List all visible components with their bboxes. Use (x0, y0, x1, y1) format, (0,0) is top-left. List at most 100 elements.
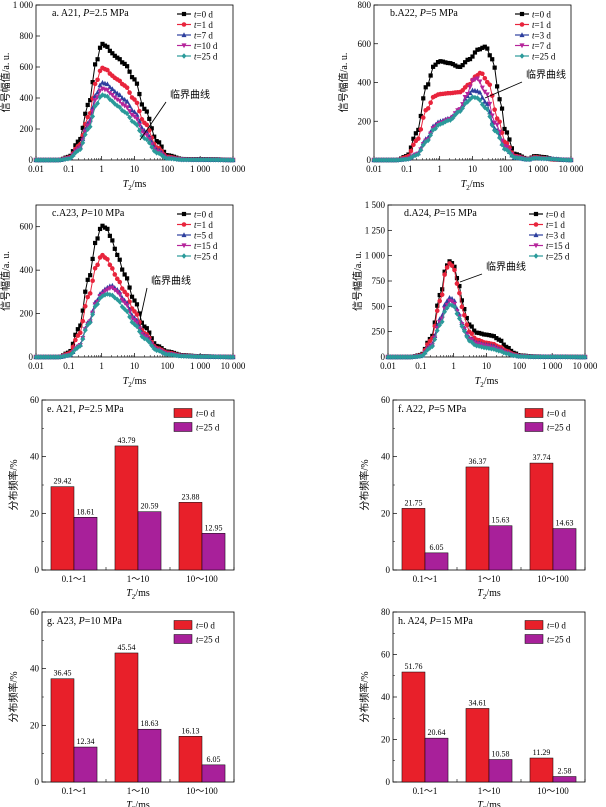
data-point (467, 56, 473, 62)
data-point (390, 354, 396, 360)
data-point (408, 145, 414, 150)
data-point (117, 299, 123, 305)
data-point (392, 354, 398, 360)
bar (50, 678, 75, 783)
data-point (457, 108, 463, 115)
data-point (171, 156, 177, 162)
legend-swatch (524, 634, 544, 644)
data-point (516, 353, 521, 360)
data-point (457, 290, 462, 296)
data-point (78, 330, 83, 336)
data-label: 15.63 (492, 516, 510, 525)
legend-var: t (196, 409, 199, 419)
series-4 (33, 291, 236, 360)
data-point (112, 88, 118, 94)
title-part: =2.5 MPa (84, 404, 124, 415)
legend-marker (181, 253, 187, 259)
data-point (127, 299, 132, 304)
data-point (198, 156, 204, 163)
data-point (80, 125, 85, 130)
legend-val: =0 d (535, 10, 552, 20)
data-label: 14.63 (556, 519, 574, 528)
data-point (400, 354, 406, 360)
data-point (203, 157, 209, 163)
data-point (482, 75, 488, 81)
legend-val: =25 d (535, 52, 556, 62)
data-point (434, 308, 440, 314)
legend-label: t=1 d (546, 220, 565, 230)
y-tick-label: 200 (20, 309, 34, 319)
data-point (134, 100, 140, 106)
data-point (452, 264, 457, 269)
data-point (481, 332, 487, 337)
data-point (396, 157, 402, 163)
data-point (105, 93, 110, 100)
data-point (484, 106, 490, 113)
legend-label: t=25 d (547, 635, 571, 645)
title-part: =10 MPa (85, 616, 123, 627)
data-point (416, 127, 421, 133)
data-label: 11.29 (533, 748, 551, 757)
legend-var: t (194, 252, 197, 262)
data-point (487, 82, 493, 88)
data-point (205, 157, 211, 163)
y-tick-label: 500 (372, 301, 386, 311)
y-axis-label: 分布频率/% (358, 459, 371, 510)
title-part: g. A23, (47, 616, 79, 627)
y-tick-label: 400 (20, 93, 34, 103)
legend-val: =15 d (197, 241, 218, 251)
category-label: 0.1～1 (413, 574, 438, 584)
data-point (459, 304, 465, 310)
data-point (457, 283, 462, 289)
bar (488, 759, 513, 783)
data-point (193, 156, 199, 163)
bar (178, 736, 203, 783)
data-point (178, 156, 184, 163)
data-point (518, 353, 524, 360)
bar (137, 511, 162, 571)
data-point (378, 157, 384, 163)
data-point (383, 157, 389, 163)
data-point (114, 97, 120, 103)
data-point (531, 155, 537, 161)
data-point (154, 139, 159, 144)
legend-marker (181, 222, 187, 227)
data-point (519, 155, 525, 162)
x-axis-label-sub: 2 (132, 805, 136, 807)
x-axis-label-sub: 2 (480, 381, 484, 389)
data-point (504, 130, 510, 135)
data-point (132, 114, 137, 120)
data-point (494, 129, 500, 135)
data-point (428, 100, 433, 106)
data-point (107, 48, 112, 53)
data-point (132, 109, 137, 115)
data-point (124, 308, 130, 315)
title-part: =10 MPa (87, 208, 125, 219)
data-point (114, 90, 120, 96)
legend-val: =25 d (550, 423, 571, 433)
data-point (95, 301, 100, 307)
data-point (428, 132, 434, 138)
data-point (422, 350, 428, 356)
data-point (453, 63, 458, 68)
data-point (78, 323, 83, 328)
x-tick-label: 0.1 (415, 361, 426, 371)
data-point (95, 100, 100, 107)
data-point (122, 96, 128, 102)
data-point (112, 288, 118, 293)
data-point (421, 96, 426, 101)
data-point (95, 236, 100, 241)
data-point (208, 353, 214, 360)
legend-var: t (194, 31, 197, 41)
legend-swatch (173, 422, 193, 432)
legend-var: t (194, 52, 197, 62)
chart-title: f. A22, P=5 MPa (398, 404, 467, 415)
data-point (80, 140, 86, 146)
legend-label: t=0 d (547, 409, 566, 419)
data-point (470, 94, 475, 100)
data-point (471, 341, 477, 348)
data-point (181, 156, 187, 163)
annotation-label: 临界曲线 (486, 260, 526, 273)
data-point (97, 45, 103, 50)
data-point (462, 312, 467, 318)
